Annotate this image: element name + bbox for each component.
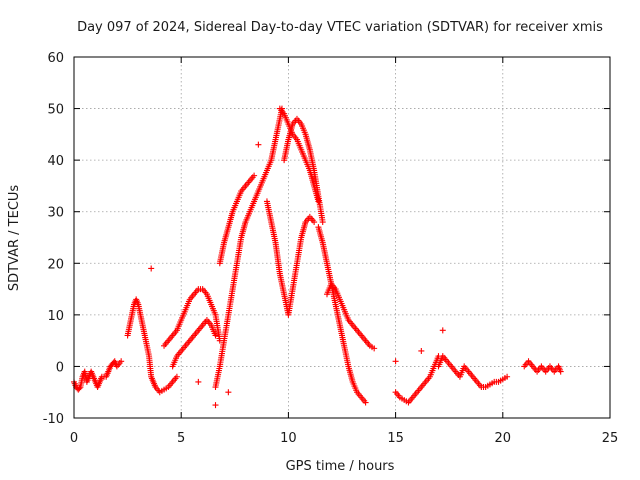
x-tick-label: 0 xyxy=(70,431,78,446)
y-tick-label: 20 xyxy=(47,257,64,272)
y-tick-label: 40 xyxy=(47,154,64,169)
x-tick-label: 25 xyxy=(602,431,619,446)
chart-title: Day 097 of 2024, Sidereal Day-to-day VTE… xyxy=(77,20,603,35)
x-tick-label: 20 xyxy=(495,431,512,446)
y-tick-label: 0 xyxy=(56,360,64,375)
y-tick-label: 60 xyxy=(47,51,64,66)
x-axis-label: GPS time / hours xyxy=(286,459,395,474)
chart: 0 5 10 15 20 25 -10 0 10 20 30 40 50 60 Day 097 of 2… xyxy=(0,0,640,480)
x-tick-label: 15 xyxy=(387,431,404,446)
x-tick-label: 10 xyxy=(280,431,297,446)
y-tick-label: 50 xyxy=(47,103,64,118)
y-tick-label: -10 xyxy=(43,412,64,427)
x-tick-label: 5 xyxy=(177,431,185,446)
y-axis-label: SDTVAR / TECUs xyxy=(7,185,22,292)
y-tick-label: 30 xyxy=(47,206,64,221)
y-tick-label: 10 xyxy=(47,309,64,324)
chart-background xyxy=(0,0,640,480)
